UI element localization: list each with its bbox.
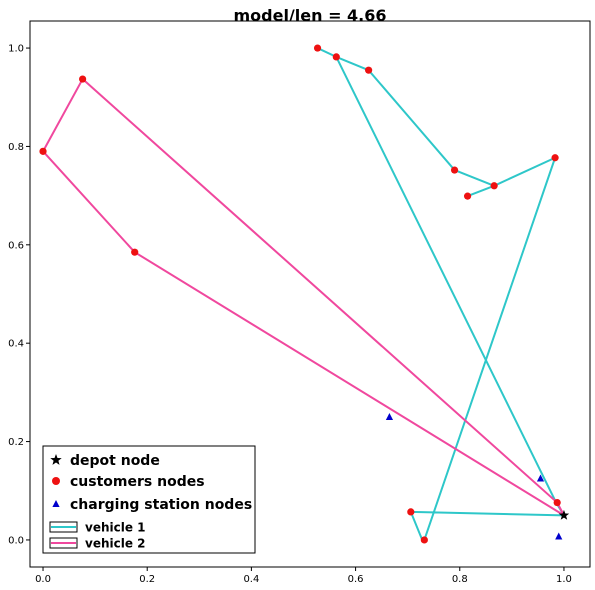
charging-station-marker [385, 412, 394, 420]
customer-node-marker [79, 75, 87, 83]
x-tick-label: 0.4 [243, 574, 259, 585]
charging-station-marker [536, 474, 545, 482]
legend-charging-label: charging station nodes [70, 497, 252, 513]
legend-box [42, 445, 256, 554]
customer-node-marker [463, 192, 472, 200]
legend-depot-label: depot node [70, 453, 160, 469]
x-tick-label: 0.0 [35, 574, 51, 585]
customer-node-marker [450, 166, 459, 174]
legend-vehicle-1-label: vehicle 1 [85, 520, 146, 534]
customer-node-marker [313, 44, 322, 52]
charging-station-marker [555, 532, 563, 540]
legend: depot node customers nodes charging statio… [42, 445, 256, 554]
x-tick-label: 1.0 [556, 574, 572, 585]
legend-triangle-icon [52, 500, 60, 507]
legend-circle-icon [52, 477, 60, 485]
customer-node-marker [553, 498, 561, 507]
depot-node-marker [558, 509, 570, 520]
x-tick-label: 0.2 [139, 574, 155, 585]
x-tick-label: 0.8 [452, 574, 468, 585]
customer-node-marker [490, 182, 498, 190]
nodes [39, 44, 570, 544]
chart-title: model/len = 4.66 [233, 6, 386, 25]
y-tick-label: 0.8 [8, 142, 24, 153]
legend-customers-label: customers nodes [70, 474, 205, 490]
customer-node-marker [551, 154, 559, 162]
y-tick-label: 0.6 [8, 240, 24, 251]
y-tick-label: 1.0 [8, 44, 24, 55]
legend-vehicle-2-label: vehicle 2 [85, 536, 146, 550]
y-tick-label: 0.4 [8, 339, 24, 350]
x-tick-label: 0.6 [348, 574, 364, 585]
customer-node-marker [332, 53, 340, 61]
customer-node-marker [131, 248, 139, 256]
legend-star-icon [50, 454, 62, 465]
customer-node-marker [365, 66, 373, 74]
customer-node-marker [420, 536, 428, 544]
y-tick-label: 0.2 [8, 437, 24, 448]
axis-ticks: 0.0 0.2 0.4 0.6 0.8 1.0 0.0 0.2 0.4 0.6 0.8 1.0 [8, 44, 572, 585]
customer-node-marker [407, 508, 415, 516]
customer-node-marker [39, 147, 47, 155]
y-tick-label: 0.0 [8, 535, 24, 546]
